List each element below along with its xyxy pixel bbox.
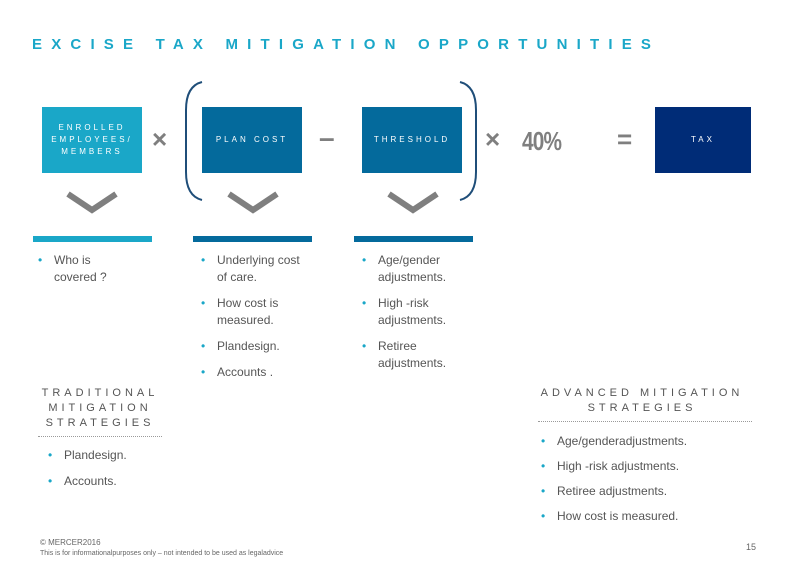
copyright: © MERCER2016 — [40, 538, 101, 547]
threshold-label: THRESHOLD — [373, 135, 451, 144]
traditional-divider — [38, 436, 162, 437]
multiply-operator-2: × — [485, 124, 501, 154]
heading-line: TRADITIONAL — [41, 387, 159, 399]
column-list-2: Underlying cost of care. How cost is mea… — [197, 252, 307, 381]
list-item: Who is covered ? — [34, 252, 134, 286]
column-list-3: Age/gender adjustments. High -risk adjus… — [358, 252, 468, 372]
list-item: High -risk adjustments. — [358, 295, 468, 329]
minus-operator: – — [319, 122, 335, 153]
list-item: Plandesign. — [197, 338, 307, 355]
tax-box: TAX — [655, 107, 751, 173]
page-title: EXCISE TAX MITIGATION OPPORTUNITIES — [32, 36, 661, 53]
chevron-down-icon-1 — [66, 191, 118, 214]
list-item: Accounts . — [197, 364, 307, 381]
plan-cost-box: PLAN COST — [202, 107, 302, 173]
advanced-strategies-heading: ADVANCED MITIGATION STRATEGIES — [530, 386, 754, 416]
list-item: High -risk adjustments. — [537, 458, 757, 475]
traditional-strategies-heading: TRADITIONAL MITIGATION STRATEGIES — [30, 386, 170, 431]
enrolled-members-label: ENROLLED EMPLOYEES/ MEMBERS — [51, 123, 133, 156]
list-item: Accounts. — [44, 473, 164, 490]
column-list-1: Who is covered ? — [34, 252, 134, 286]
list-item: Retiree adjustments. — [358, 338, 468, 372]
heading-line: STRATEGIES — [587, 402, 697, 414]
list-item: Age/gender adjustments. — [358, 252, 468, 286]
plan-cost-label: PLAN COST — [215, 135, 289, 144]
heading-line: ADVANCED MITIGATION — [540, 387, 744, 399]
right-bracket — [459, 81, 477, 201]
page-number: 15 — [746, 542, 757, 552]
traditional-list: Plandesign. Accounts. — [44, 447, 164, 490]
disclaimer: This is for informationalpurposes only –… — [40, 550, 284, 557]
equals-operator: = — [617, 124, 633, 154]
chevron-down-icon-2 — [227, 191, 279, 214]
rate-value: 40% — [522, 126, 562, 156]
threshold-box: THRESHOLD — [362, 107, 462, 173]
column-bar-3 — [354, 236, 473, 242]
list-item: How cost is measured. — [197, 295, 307, 329]
left-bracket — [185, 81, 203, 201]
heading-line: STRATEGIES — [45, 417, 155, 429]
heading-line: MITIGATION — [48, 402, 152, 414]
list-item: Age/genderadjustments. — [537, 433, 757, 450]
column-bar-2 — [193, 236, 312, 242]
advanced-list: Age/genderadjustments. High -risk adjust… — [537, 433, 757, 525]
chevron-down-icon-3 — [387, 191, 439, 214]
list-item: Plandesign. — [44, 447, 164, 464]
multiply-operator-1: × — [152, 124, 168, 154]
tax-label: TAX — [691, 135, 715, 144]
advanced-divider — [538, 421, 752, 422]
list-item: How cost is measured. — [537, 508, 757, 525]
list-item: Underlying cost of care. — [197, 252, 307, 286]
column-bar-1 — [33, 236, 152, 242]
list-item: Retiree adjustments. — [537, 483, 757, 500]
enrolled-members-box: ENROLLED EMPLOYEES/ MEMBERS — [42, 107, 142, 173]
